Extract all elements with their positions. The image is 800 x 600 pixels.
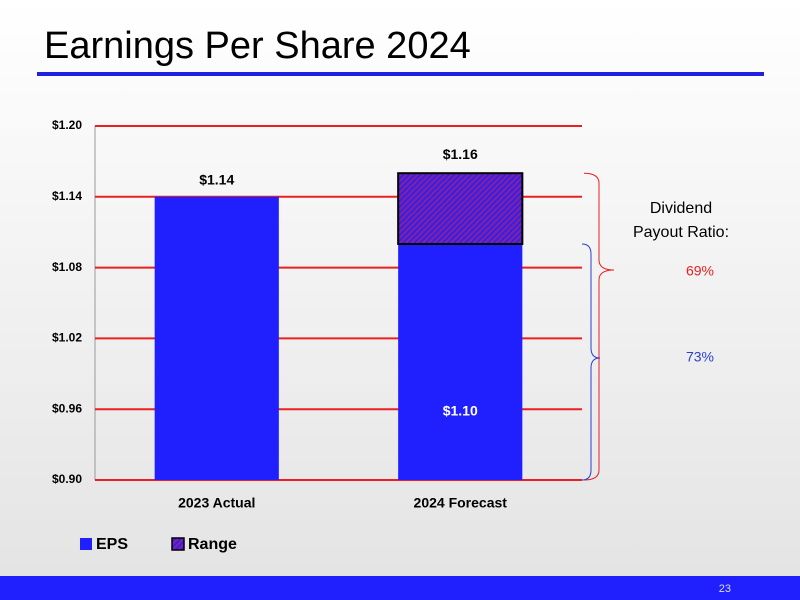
legend-swatch: [171, 537, 185, 551]
legend-label: EPS: [96, 536, 128, 553]
annotation-title: Payout Ratio:: [633, 224, 729, 241]
value-label: $1.10: [443, 403, 478, 419]
annotation-title: Dividend: [650, 200, 712, 217]
legend-swatch: [80, 538, 92, 550]
y-tick-label: $0.90: [52, 472, 82, 486]
chart: $0.90 $0.96 $1.02 $1.08 $1.14 $1.20 2023 Actua…: [52, 118, 729, 553]
y-tick-label: $1.02: [52, 331, 82, 345]
y-tick-label: $1.08: [52, 260, 82, 274]
y-tick-label: $1.14: [52, 189, 82, 203]
y-tick-label: $0.96: [52, 401, 82, 415]
bar-segment: [398, 244, 523, 480]
bar-segment: [397, 172, 524, 245]
value-label: $1.14: [199, 172, 234, 188]
slide-title: Earnings Per Share 2024: [44, 25, 471, 67]
footer-bar: [0, 576, 800, 600]
bar-segment: [154, 196, 279, 481]
brace: [583, 172, 615, 481]
annotation-label: 73%: [686, 349, 714, 365]
page-number: 23: [719, 583, 731, 595]
brace: [581, 243, 601, 481]
x-tick-label: 2023 Actual: [178, 495, 255, 511]
total-label: $1.16: [443, 146, 478, 162]
title-underline: [37, 72, 764, 76]
x-tick-label: 2024 Forecast: [414, 495, 508, 511]
y-tick-label: $1.20: [52, 118, 82, 132]
annotation-label: 69%: [686, 263, 714, 279]
legend-label: Range: [188, 536, 237, 553]
